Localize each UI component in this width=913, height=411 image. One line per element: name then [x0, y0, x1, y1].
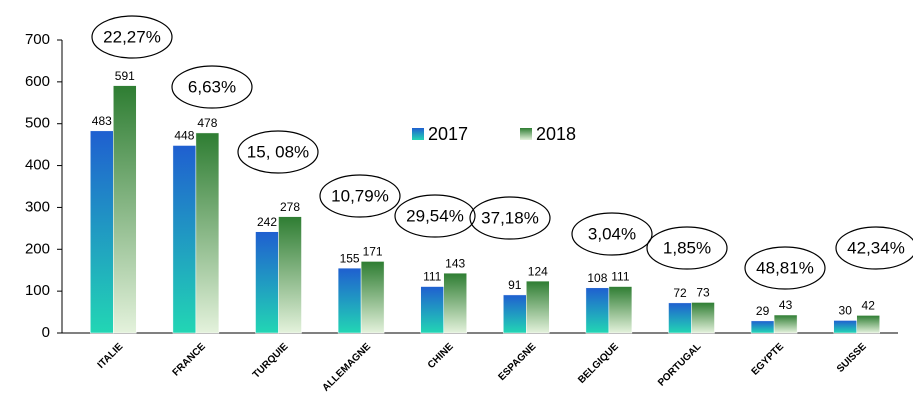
y-tick-label: 300 — [25, 198, 50, 215]
bar — [608, 286, 633, 334]
value-label: 143 — [445, 256, 465, 270]
y-tick-label: 100 — [25, 282, 50, 299]
annotation-ellipse — [237, 130, 319, 174]
x-tick-group: FRANCE — [171, 341, 208, 378]
y-tick-label: 0 — [42, 324, 50, 341]
x-tick-group: PORTUGAL — [656, 341, 703, 388]
x-tick-label: SUISSE — [835, 341, 869, 375]
annotation: 37,18% — [481, 208, 539, 227]
annotation-ellipse — [91, 15, 173, 59]
annotation-ellipse — [571, 212, 653, 256]
value-label: 155 — [340, 251, 360, 265]
bar — [360, 261, 385, 334]
annotation: 3,04% — [588, 224, 636, 243]
value-label: 73 — [696, 286, 710, 300]
bar — [337, 267, 362, 334]
bar — [278, 216, 302, 334]
annotation: 15, 08% — [247, 142, 309, 161]
bar — [856, 315, 880, 334]
bar — [503, 294, 527, 334]
bar — [443, 272, 467, 334]
x-tick-label: PORTUGAL — [656, 341, 703, 388]
bar — [833, 320, 857, 334]
x-tick-label: BELGIQUE — [576, 341, 621, 386]
x-tick-group: ALLEMAGNE — [321, 341, 374, 394]
value-label: 483 — [92, 114, 112, 128]
bar — [750, 320, 775, 334]
value-label: 42 — [862, 299, 876, 313]
value-label: 30 — [839, 304, 853, 318]
value-label: 278 — [280, 200, 300, 214]
annotation-ellipse — [469, 196, 551, 240]
annotation: 6,63% — [188, 77, 236, 96]
annotation: 10,79% — [331, 186, 389, 205]
annotation-ellipse — [319, 174, 401, 218]
annotation-ellipse — [394, 194, 476, 238]
x-tick-label: ITALIE — [96, 341, 126, 371]
bar — [172, 145, 197, 334]
annotation-ellipse — [646, 226, 728, 270]
value-label: 72 — [673, 286, 687, 300]
x-tick-group: TURQUIE — [251, 341, 291, 381]
x-tick-group: ITALIE — [96, 341, 126, 371]
bar — [526, 280, 550, 334]
annotation: 29,54% — [406, 206, 464, 225]
value-label: 124 — [528, 264, 548, 278]
value-label: 43 — [779, 298, 793, 312]
legend-swatch — [520, 128, 532, 140]
annotation: 1,85% — [663, 238, 711, 257]
legend-swatch — [412, 128, 424, 140]
x-tick-label: FRANCE — [171, 341, 208, 378]
x-tick-group: SUISSE — [835, 341, 869, 375]
y-tick-label: 400 — [25, 157, 50, 174]
x-tick-label: EGYPTE — [750, 341, 787, 378]
x-tick-label: ALLEMAGNE — [321, 341, 374, 394]
value-label: 111 — [423, 270, 442, 284]
annotation-ellipse — [744, 246, 826, 290]
annotation-ellipse — [171, 65, 253, 109]
x-tick-group: CHINE — [426, 341, 456, 371]
x-tick-group: ESPAGNE — [496, 341, 538, 383]
y-tick-label: 200 — [25, 240, 50, 257]
annotation: 22,27% — [103, 27, 161, 46]
legend-label: 2018 — [536, 124, 576, 144]
x-tick-label: ESPAGNE — [496, 341, 538, 383]
bar — [773, 314, 798, 334]
annotation: 42,34% — [847, 238, 905, 257]
y-tick-label: 600 — [25, 73, 50, 90]
x-tick-label: CHINE — [426, 341, 456, 371]
bar — [668, 302, 692, 334]
value-label: 242 — [257, 215, 277, 229]
x-tick-group: BELGIQUE — [576, 341, 621, 386]
y-tick-label: 700 — [25, 31, 50, 48]
value-label: 448 — [174, 129, 194, 143]
value-label: 171 — [363, 245, 383, 259]
value-label: 91 — [508, 278, 522, 292]
y-tick-label: 500 — [25, 115, 50, 132]
bar — [195, 132, 220, 334]
bar — [113, 85, 137, 334]
x-tick-label: TURQUIE — [251, 341, 291, 381]
value-label: 591 — [115, 69, 135, 83]
annotation: 48,81% — [756, 258, 814, 277]
legend-label: 2017 — [428, 124, 468, 144]
value-label: 111 — [611, 270, 630, 284]
bar — [255, 231, 279, 334]
annotation-ellipse — [835, 226, 913, 270]
value-label: 478 — [197, 116, 217, 130]
x-tick-group: EGYPTE — [750, 341, 787, 378]
bar — [420, 286, 444, 334]
value-label: 108 — [587, 271, 607, 285]
bar — [90, 130, 114, 334]
bar — [691, 302, 715, 334]
value-label: 29 — [756, 304, 770, 318]
bar — [585, 287, 610, 334]
